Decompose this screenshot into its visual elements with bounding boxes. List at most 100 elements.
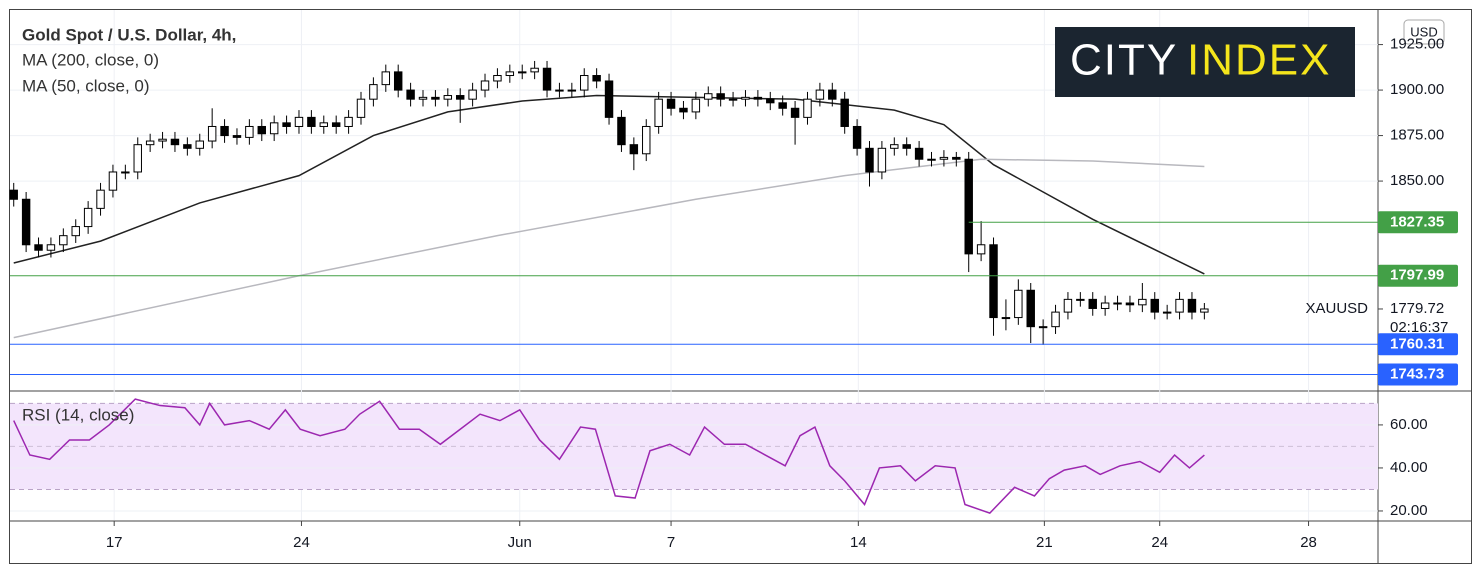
- candle-body: [1026, 289, 1035, 328]
- candle-body: [1076, 298, 1085, 301]
- y-tick-label: 1875.00: [1390, 127, 1444, 144]
- candle-body: [939, 156, 949, 160]
- candle-body: [356, 98, 366, 118]
- candle-body: [567, 89, 577, 92]
- candle-body: [443, 95, 453, 100]
- candle-body: [716, 93, 725, 100]
- candle-body: [604, 80, 614, 118]
- candle-body: [369, 84, 378, 100]
- candle-body: [890, 144, 899, 149]
- candle-body: [803, 98, 812, 118]
- currency-badge[interactable]: [1403, 19, 1445, 45]
- candle-body: [952, 156, 961, 160]
- candle-body: [555, 89, 564, 92]
- candle-body: [505, 71, 515, 77]
- candle-body: [1125, 302, 1135, 306]
- y-tick-label: 20.00: [1390, 502, 1428, 519]
- candle-body: [294, 116, 304, 127]
- level-label-box: [1378, 211, 1458, 234]
- candle-body: [21, 198, 31, 246]
- candle-body: [1001, 317, 1011, 320]
- candle-body: [83, 207, 93, 228]
- level-label-box: [1378, 333, 1458, 356]
- candle-body: [319, 122, 329, 127]
- candle-body: [480, 80, 490, 91]
- candle-body: [1162, 311, 1172, 314]
- candle-body: [431, 96, 440, 100]
- candle-body: [183, 144, 192, 149]
- x-tick-label: 14: [850, 534, 867, 551]
- candle-body: [964, 158, 973, 255]
- logo-city: CITY: [1070, 36, 1178, 85]
- x-tick-label: 17: [106, 534, 123, 551]
- level-label: 1827.35: [1390, 213, 1444, 230]
- candle-body: [381, 71, 391, 86]
- candle-body: [331, 122, 341, 127]
- candle-body: [790, 107, 800, 118]
- moving-average: [13, 94, 1205, 275]
- candle-body: [1175, 298, 1184, 313]
- candle-body: [518, 71, 527, 74]
- level-label: 1760.31: [1390, 335, 1444, 352]
- candle-body: [344, 116, 353, 127]
- candle-body: [158, 138, 167, 142]
- candle-body: [468, 89, 477, 100]
- countdown: 02:16:37: [1390, 319, 1448, 336]
- moving-average: [13, 158, 1205, 339]
- candle-body: [393, 71, 403, 91]
- candle-body: [728, 98, 738, 101]
- candle-body: [207, 125, 217, 142]
- candle-body: [121, 171, 130, 174]
- candle-body: [170, 138, 180, 146]
- candle-body: [9, 189, 18, 200]
- frame: [9, 9, 1472, 564]
- candle-body: [815, 89, 825, 100]
- ma200-legend: MA (200, close, 0): [22, 50, 159, 69]
- candle-body: [902, 144, 911, 149]
- candle-body: [1063, 298, 1073, 313]
- candle-body: [914, 147, 924, 160]
- candle-body: [96, 189, 105, 209]
- candle-body: [307, 116, 316, 127]
- candle-body: [828, 89, 837, 100]
- candle-body: [766, 98, 775, 104]
- symbol-label: XAUUSD: [1305, 300, 1368, 317]
- candle-body: [704, 93, 713, 100]
- plot: [10, 10, 1378, 520]
- ma50-legend: MA (50, close, 0): [22, 76, 150, 95]
- candle-body: [59, 235, 68, 246]
- x-tick-label: 24: [1151, 534, 1168, 551]
- level-label: 1743.73: [1390, 365, 1444, 382]
- level-label-box: [1378, 264, 1458, 287]
- candle-body: [257, 125, 266, 135]
- candle-body: [1113, 302, 1122, 305]
- candle-body: [245, 125, 254, 138]
- candle-body: [455, 95, 465, 100]
- candle-body: [406, 89, 415, 100]
- candle-body: [133, 144, 142, 173]
- candle-body: [418, 96, 428, 100]
- candle-body: [71, 226, 80, 237]
- candle-body: [1200, 308, 1209, 313]
- candle-body: [46, 244, 56, 251]
- logo-box: [1055, 27, 1355, 97]
- candle-body: [108, 171, 118, 191]
- candle-body: [1100, 302, 1110, 309]
- level-label-box: [1378, 363, 1458, 386]
- candle-body: [840, 98, 849, 127]
- candle-body: [927, 158, 936, 161]
- candle-body: [1088, 298, 1097, 309]
- candle-body: [220, 125, 229, 137]
- candle-body: [629, 144, 639, 155]
- candle-body: [654, 98, 663, 127]
- candle-body: [34, 244, 43, 251]
- candle-body: [1038, 326, 1048, 329]
- candle-body: [617, 116, 626, 146]
- last-price: 1779.72: [1390, 300, 1444, 317]
- candle-body: [1150, 298, 1159, 313]
- candle-body: [1187, 298, 1197, 313]
- candle-body: [753, 96, 763, 100]
- candle-body: [741, 96, 750, 100]
- candle-body: [989, 244, 998, 319]
- rsi-title: RSI (14, close): [22, 405, 134, 424]
